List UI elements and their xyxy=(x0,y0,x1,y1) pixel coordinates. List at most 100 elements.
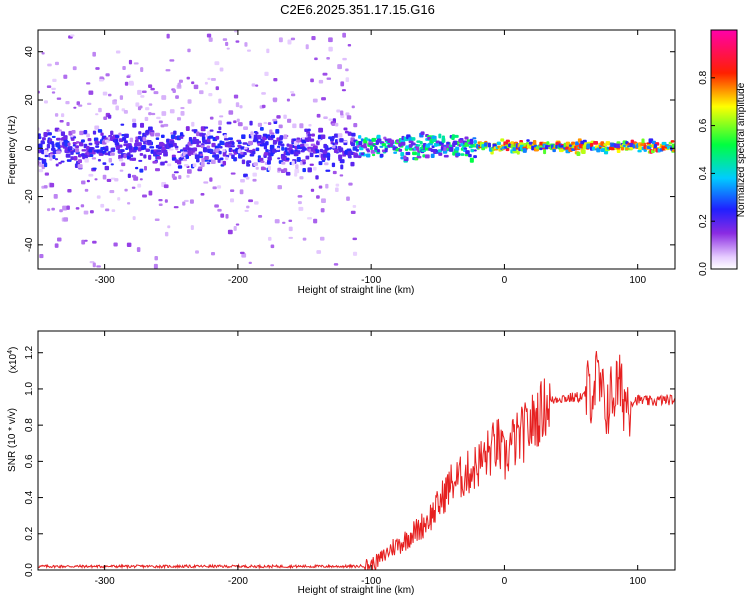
spectrogram-cell xyxy=(84,188,89,192)
spectrogram-cell xyxy=(270,153,274,157)
spectrogram-cell xyxy=(615,143,621,148)
spectrogram-cell xyxy=(88,90,94,95)
spectrogram-cell xyxy=(52,78,57,83)
spectrogram-cell xyxy=(143,133,149,136)
spectrogram-cell xyxy=(104,165,110,171)
spectrogram-cell xyxy=(158,198,163,202)
spectrogram-cell xyxy=(193,273,197,277)
spectrogram-cell xyxy=(54,61,59,66)
spectrogram-cell xyxy=(97,129,103,133)
spectrogram-cell xyxy=(128,59,133,65)
spectrogram-cell xyxy=(110,152,115,156)
spectrogram-cell xyxy=(75,145,80,149)
spectrogram-cell xyxy=(156,156,162,160)
spectrogram-cell xyxy=(438,133,442,139)
spectrogram-cell xyxy=(73,156,78,161)
spectrogram-cell xyxy=(285,269,290,272)
spectrogram-cell xyxy=(195,250,199,254)
spectrogram-cell xyxy=(288,219,293,222)
spectrogram-cell xyxy=(320,134,326,139)
spectrogram-cell xyxy=(384,147,388,153)
spectrogram-cell xyxy=(275,147,280,151)
spectrogram-cell xyxy=(278,141,283,144)
spectrogram-cell xyxy=(246,205,250,209)
spectrogram-cell xyxy=(227,343,230,345)
spectrogram-cell xyxy=(222,160,227,166)
spectrogram-cell xyxy=(600,141,605,147)
spectrogram-cell xyxy=(283,114,287,119)
spectrogram-cell xyxy=(131,157,137,161)
spectrogram-x-tick-label: -200 xyxy=(228,275,248,286)
spectrogram-cell xyxy=(235,223,240,226)
spectrogram-cell xyxy=(111,209,116,213)
spectrogram-cell xyxy=(290,90,295,94)
spectrogram-cell xyxy=(451,135,455,140)
spectrogram-cell xyxy=(400,152,405,157)
spectrogram-cell xyxy=(651,140,656,145)
spectrogram-cell xyxy=(81,239,86,245)
spectrogram-cell xyxy=(112,139,117,143)
spectrogram-cell xyxy=(113,242,118,247)
colorbar-label: Normalized spectral amplitude xyxy=(736,82,747,217)
snr-y-tick-label: 0.2 xyxy=(24,526,35,540)
spectrogram-cell xyxy=(148,190,153,196)
spectrogram-cell xyxy=(322,72,328,76)
spectrogram-cell xyxy=(156,149,162,153)
spectrogram-cell xyxy=(72,285,75,288)
spectrogram-cell xyxy=(319,236,325,241)
spectrogram-cell xyxy=(244,209,249,212)
spectrogram-cell xyxy=(65,101,70,105)
spectrogram-cell xyxy=(169,59,175,62)
spectrogram-x-tick-label: 100 xyxy=(629,275,646,286)
spectrogram-cell xyxy=(246,49,251,52)
spectrogram-cell xyxy=(39,254,44,259)
spectrogram-cell xyxy=(251,83,256,87)
spectrogram-cell xyxy=(129,149,133,153)
spectrogram-cell xyxy=(270,264,275,267)
spectrogram-cell xyxy=(189,199,194,204)
spectrogram-cell xyxy=(41,52,45,55)
spectrogram-cell xyxy=(155,137,160,140)
spectrogram-cell xyxy=(51,87,56,91)
spectrogram-cell xyxy=(118,132,122,136)
spectrogram-cell xyxy=(56,97,62,100)
spectrogram-cell xyxy=(155,132,160,137)
spectrogram-cell xyxy=(345,112,350,116)
colorbar-ticks: 0.0 0.2 0.4 0.6 0.8 xyxy=(698,70,715,276)
spectrogram-cell xyxy=(180,110,185,116)
spectrogram-cell xyxy=(208,92,213,97)
spectrogram-cell xyxy=(245,176,250,180)
spectrogram-cell xyxy=(187,169,192,174)
spectrogram-cell xyxy=(265,141,269,146)
spectrogram-cell xyxy=(257,134,262,140)
spectrogram-cell xyxy=(206,137,211,143)
spectrogram-cell xyxy=(306,217,312,220)
spectrogram-cell xyxy=(206,145,211,149)
spectrogram-cell xyxy=(171,173,176,178)
spectrogram-cell xyxy=(206,162,211,165)
spectrogram-cell xyxy=(47,208,51,212)
spectrogram-cell xyxy=(100,203,105,208)
spectrogram-cell xyxy=(210,77,216,81)
spectrogram-cell xyxy=(187,48,191,53)
spectrogram-cell xyxy=(469,157,474,163)
spectrogram-cell xyxy=(289,144,294,149)
spectrogram-cell xyxy=(304,143,309,147)
spectrogram-cell xyxy=(80,139,85,143)
spectrogram-cell xyxy=(177,82,181,88)
spectrogram-cell xyxy=(610,147,615,151)
spectrogram-cell xyxy=(88,142,93,146)
spectrogram-cell xyxy=(271,1,275,3)
spectrogram-cell xyxy=(190,225,194,230)
snr-x-tick-label: -100 xyxy=(361,576,381,587)
spectrogram-cell xyxy=(309,138,315,142)
spectrogram-cell xyxy=(178,175,182,180)
spectrogram-cell xyxy=(209,150,214,153)
spectrogram-cell xyxy=(273,78,278,82)
spectrogram-cell xyxy=(54,243,59,248)
spectrogram-cell xyxy=(92,130,97,135)
spectrogram-cell xyxy=(118,138,124,142)
spectrogram-cell xyxy=(164,231,169,237)
spectrogram-cell xyxy=(269,144,275,150)
spectrogram-cell xyxy=(110,163,114,166)
